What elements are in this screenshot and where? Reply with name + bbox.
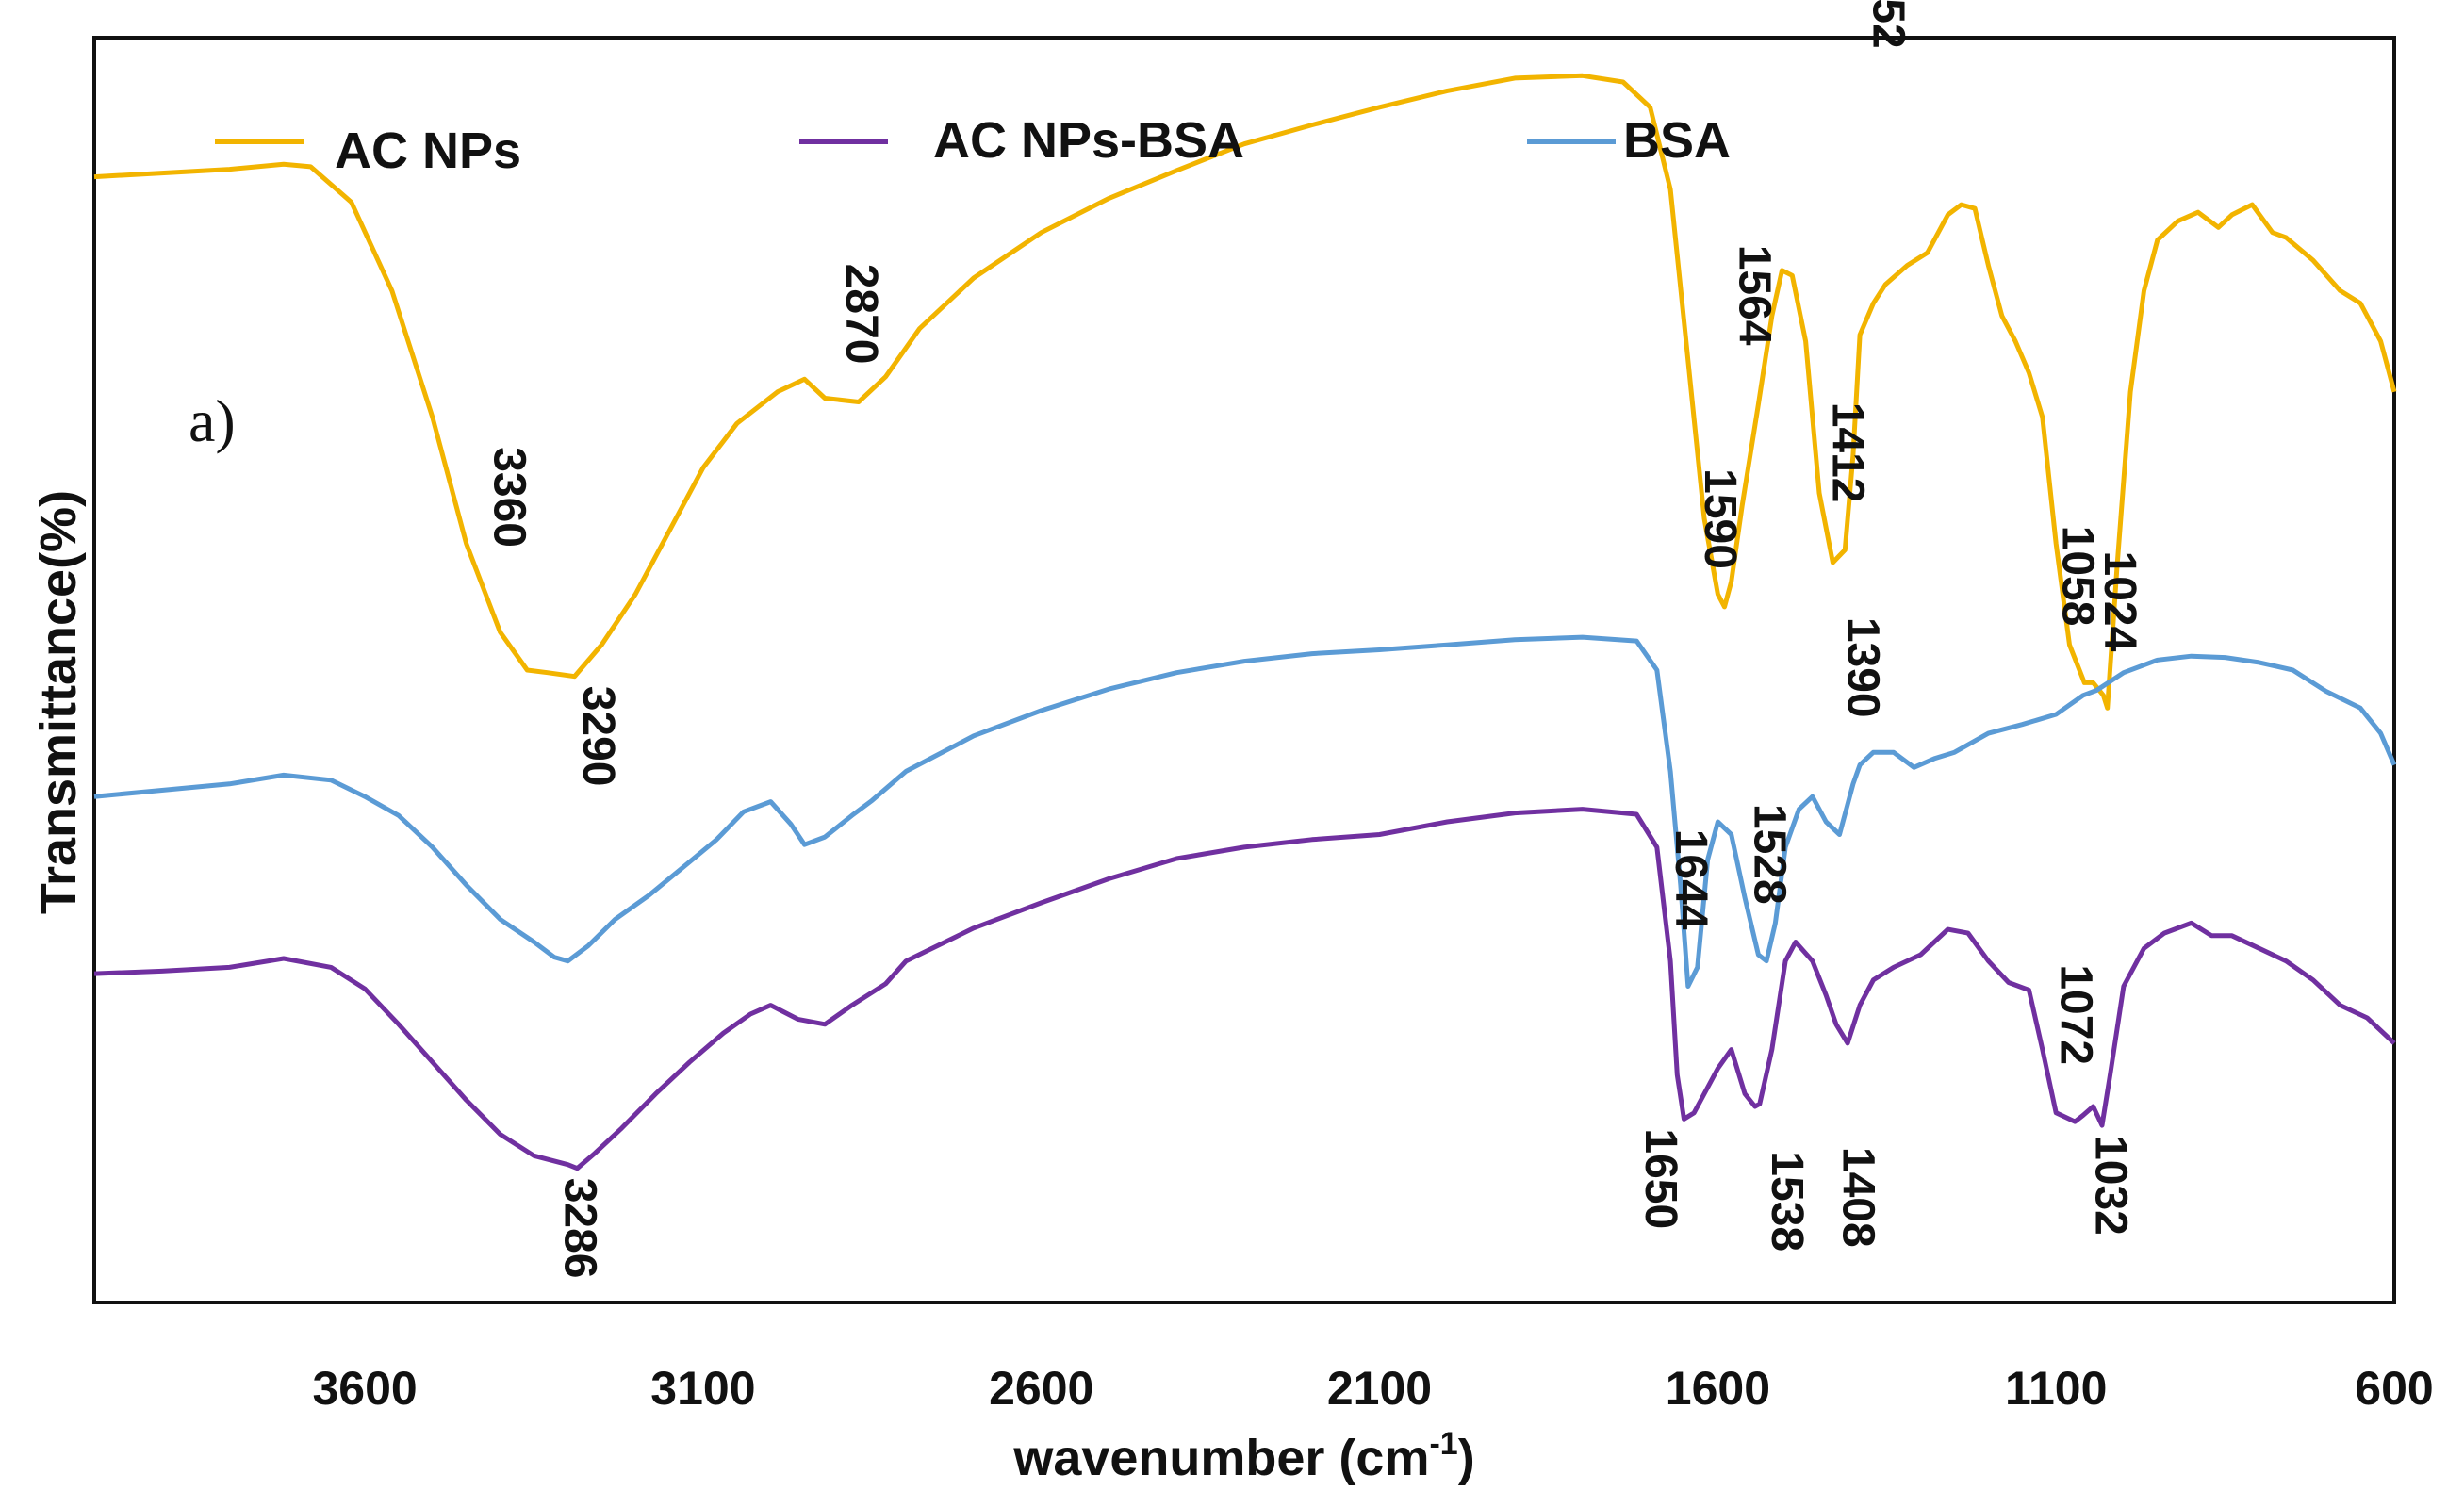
peak-label-1412: 1412 <box>1823 402 1873 503</box>
x-tick-label-2100: 2100 <box>1327 1362 1432 1415</box>
legend-label-ac-nps: AC NPs <box>335 123 521 179</box>
x-axis-title-close: ) <box>1458 1430 1475 1486</box>
x-axis-title-main: wavenumber (cm <box>1012 1430 1429 1486</box>
y-axis-title: Transmittance(%) <box>30 490 87 914</box>
x-axis-title-superscript: -1 <box>1429 1426 1457 1462</box>
peak-label-3286: 3286 <box>555 1178 605 1279</box>
peak-label-1528: 1528 <box>1744 804 1794 905</box>
peak-label-1024: 1024 <box>2094 551 2144 652</box>
panel-label: a) <box>189 387 236 454</box>
peak-label-1058: 1058 <box>2053 526 2103 627</box>
x-tick-label-600: 600 <box>2355 1362 2433 1415</box>
x-tick-label-3600: 3600 <box>312 1362 417 1415</box>
peak-label-1352: 1352 <box>1864 0 1914 49</box>
peak-label-1538: 1538 <box>1762 1151 1812 1252</box>
legend-label-ac-nps-bsa: AC NPs-BSA <box>933 112 1244 169</box>
x-tick-label-1100: 1100 <box>2005 1362 2107 1415</box>
plot-frame <box>92 36 2396 1304</box>
peak-label-3290: 3290 <box>573 686 623 787</box>
peak-label-1032: 1032 <box>2085 1135 2135 1236</box>
x-tick-label-2600: 2600 <box>989 1362 1093 1415</box>
x-tick-layer: 3600 3100 2600 2100 1600 1100 600 <box>312 1362 2433 1415</box>
peak-label-1072: 1072 <box>2051 964 2101 1065</box>
x-tick-label-3100: 3100 <box>650 1362 755 1415</box>
x-axis-title: wavenumber (cm-1) <box>1012 1426 1474 1486</box>
legend-label-bsa: BSA <box>1623 112 1731 169</box>
series-line-bsa <box>93 634 2397 989</box>
peak-label-1390: 1390 <box>1837 617 1887 718</box>
peak-label-1650: 1650 <box>1635 1128 1685 1229</box>
series-layer <box>93 73 2397 1171</box>
peak-label-2870: 2870 <box>836 264 886 365</box>
legend: AC NPs AC NPs-BSA BSA <box>215 112 1731 179</box>
x-tick-label-1600: 1600 <box>1666 1362 1770 1415</box>
peak-label-1590: 1590 <box>1695 468 1745 569</box>
peak-label-1564: 1564 <box>1730 245 1780 346</box>
series-line-ac-nps <box>93 73 2397 711</box>
peak-label-1408: 1408 <box>1832 1147 1882 1248</box>
series-line-ac-nps-bsa <box>93 807 2396 1171</box>
peak-label-3360: 3360 <box>485 447 534 548</box>
peak-label-1644: 1644 <box>1666 829 1716 930</box>
